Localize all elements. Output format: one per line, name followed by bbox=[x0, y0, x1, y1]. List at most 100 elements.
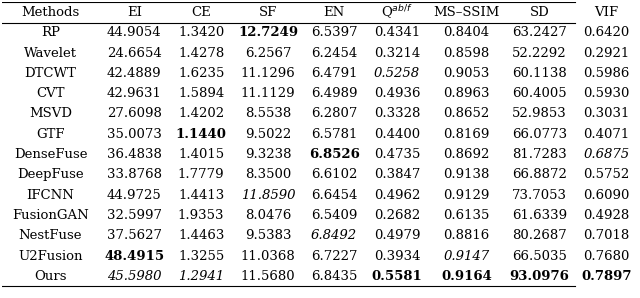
Text: 0.6090: 0.6090 bbox=[583, 189, 630, 202]
Text: 81.7283: 81.7283 bbox=[512, 148, 567, 161]
Text: 6.4791: 6.4791 bbox=[311, 67, 357, 80]
Text: 42.9631: 42.9631 bbox=[107, 87, 162, 100]
Text: 24.6654: 24.6654 bbox=[107, 46, 162, 60]
Text: 0.2921: 0.2921 bbox=[583, 46, 630, 60]
Text: 93.0976: 93.0976 bbox=[509, 270, 570, 283]
Text: IFCNN: IFCNN bbox=[27, 189, 74, 202]
Text: 44.9054: 44.9054 bbox=[107, 26, 162, 39]
Text: 0.9129: 0.9129 bbox=[444, 189, 490, 202]
Text: 11.1296: 11.1296 bbox=[241, 67, 295, 80]
Text: 33.8768: 33.8768 bbox=[107, 168, 162, 181]
Text: Q$^{ab/f}$: Q$^{ab/f}$ bbox=[381, 4, 413, 21]
Text: Methods: Methods bbox=[21, 6, 79, 19]
Text: RP: RP bbox=[41, 26, 60, 39]
Text: SF: SF bbox=[259, 6, 277, 19]
Text: 44.9725: 44.9725 bbox=[107, 189, 162, 202]
Text: MSVD: MSVD bbox=[29, 108, 72, 120]
Text: 0.7897: 0.7897 bbox=[581, 270, 632, 283]
Text: 0.6135: 0.6135 bbox=[444, 209, 490, 222]
Text: CVT: CVT bbox=[36, 87, 65, 100]
Text: 1.4278: 1.4278 bbox=[178, 46, 224, 60]
Text: 0.3847: 0.3847 bbox=[374, 168, 420, 181]
Text: 0.6420: 0.6420 bbox=[583, 26, 630, 39]
Text: 6.5409: 6.5409 bbox=[311, 209, 357, 222]
Text: 1.1440: 1.1440 bbox=[176, 128, 227, 141]
Text: 9.5383: 9.5383 bbox=[244, 229, 291, 242]
Text: 6.2807: 6.2807 bbox=[311, 108, 357, 120]
Text: 0.8692: 0.8692 bbox=[444, 148, 490, 161]
Text: 60.4005: 60.4005 bbox=[512, 87, 567, 100]
Text: 48.4915: 48.4915 bbox=[104, 249, 164, 263]
Text: 6.8492: 6.8492 bbox=[311, 229, 357, 242]
Text: 1.4202: 1.4202 bbox=[178, 108, 224, 120]
Text: SD: SD bbox=[530, 6, 549, 19]
Text: 61.6339: 61.6339 bbox=[512, 209, 567, 222]
Text: 6.7227: 6.7227 bbox=[311, 249, 357, 263]
Text: 0.4735: 0.4735 bbox=[374, 148, 420, 161]
Text: DTCWT: DTCWT bbox=[24, 67, 76, 80]
Text: CE: CE bbox=[191, 6, 211, 19]
Text: 6.8435: 6.8435 bbox=[311, 270, 357, 283]
Text: 1.2941: 1.2941 bbox=[178, 270, 224, 283]
Text: 11.1129: 11.1129 bbox=[241, 87, 295, 100]
Text: 0.8169: 0.8169 bbox=[444, 128, 490, 141]
Text: 0.4071: 0.4071 bbox=[583, 128, 630, 141]
Text: 27.6098: 27.6098 bbox=[107, 108, 162, 120]
Text: EI: EI bbox=[127, 6, 142, 19]
Text: 0.7018: 0.7018 bbox=[583, 229, 630, 242]
Text: 1.4463: 1.4463 bbox=[178, 229, 225, 242]
Text: 6.2567: 6.2567 bbox=[244, 46, 291, 60]
Text: 42.4889: 42.4889 bbox=[107, 67, 162, 80]
Text: 0.8404: 0.8404 bbox=[444, 26, 490, 39]
Text: 8.5538: 8.5538 bbox=[245, 108, 291, 120]
Text: Ours: Ours bbox=[35, 270, 67, 283]
Text: 0.4979: 0.4979 bbox=[374, 229, 420, 242]
Text: 0.2682: 0.2682 bbox=[374, 209, 420, 222]
Text: 52.9853: 52.9853 bbox=[512, 108, 567, 120]
Text: 0.4341: 0.4341 bbox=[374, 26, 420, 39]
Text: 9.5022: 9.5022 bbox=[245, 128, 291, 141]
Text: 0.3214: 0.3214 bbox=[374, 46, 420, 60]
Text: 0.4928: 0.4928 bbox=[583, 209, 630, 222]
Text: 0.5581: 0.5581 bbox=[372, 270, 422, 283]
Text: 9.3238: 9.3238 bbox=[244, 148, 291, 161]
Text: 12.7249: 12.7249 bbox=[238, 26, 298, 39]
Text: 11.8590: 11.8590 bbox=[241, 189, 295, 202]
Text: U2Fusion: U2Fusion bbox=[19, 249, 83, 263]
Text: EN: EN bbox=[323, 6, 345, 19]
Text: 66.5035: 66.5035 bbox=[512, 249, 567, 263]
Text: 6.5397: 6.5397 bbox=[311, 26, 357, 39]
Text: 0.4962: 0.4962 bbox=[374, 189, 420, 202]
Text: 0.7680: 0.7680 bbox=[583, 249, 630, 263]
Text: 1.3420: 1.3420 bbox=[178, 26, 224, 39]
Text: 1.7779: 1.7779 bbox=[178, 168, 225, 181]
Text: 0.9138: 0.9138 bbox=[444, 168, 490, 181]
Text: 32.5997: 32.5997 bbox=[107, 209, 162, 222]
Text: 0.5930: 0.5930 bbox=[583, 87, 630, 100]
Text: FusionGAN: FusionGAN bbox=[12, 209, 89, 222]
Text: 0.9164: 0.9164 bbox=[441, 270, 492, 283]
Text: NestFuse: NestFuse bbox=[19, 229, 83, 242]
Text: 80.2687: 80.2687 bbox=[512, 229, 567, 242]
Text: 11.5680: 11.5680 bbox=[241, 270, 295, 283]
Text: 6.4989: 6.4989 bbox=[311, 87, 357, 100]
Text: 1.6235: 1.6235 bbox=[178, 67, 225, 80]
Text: DeepFuse: DeepFuse bbox=[17, 168, 84, 181]
Text: 0.5752: 0.5752 bbox=[583, 168, 630, 181]
Text: 0.8598: 0.8598 bbox=[444, 46, 490, 60]
Text: DenseFuse: DenseFuse bbox=[14, 148, 87, 161]
Text: 8.3500: 8.3500 bbox=[245, 168, 291, 181]
Text: 6.6454: 6.6454 bbox=[311, 189, 357, 202]
Text: 0.5986: 0.5986 bbox=[583, 67, 630, 80]
Text: 1.4413: 1.4413 bbox=[178, 189, 224, 202]
Text: 0.8816: 0.8816 bbox=[444, 229, 490, 242]
Text: 6.2454: 6.2454 bbox=[311, 46, 357, 60]
Text: 0.3934: 0.3934 bbox=[374, 249, 420, 263]
Text: 73.7053: 73.7053 bbox=[512, 189, 567, 202]
Text: 1.4015: 1.4015 bbox=[178, 148, 224, 161]
Text: 35.0073: 35.0073 bbox=[107, 128, 162, 141]
Text: 0.3328: 0.3328 bbox=[374, 108, 420, 120]
Text: 0.5258: 0.5258 bbox=[374, 67, 420, 80]
Text: 1.9353: 1.9353 bbox=[178, 209, 225, 222]
Text: 0.9053: 0.9053 bbox=[444, 67, 490, 80]
